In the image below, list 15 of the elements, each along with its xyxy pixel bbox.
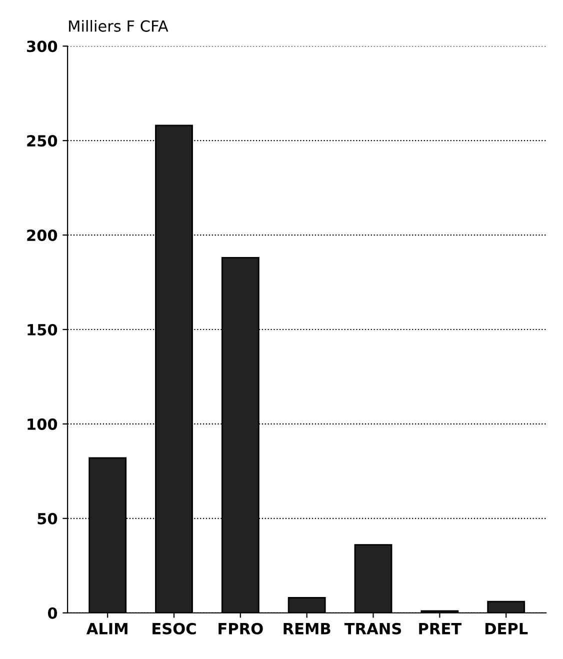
x-tick-label: ESOC (152, 622, 196, 634)
x-tick-label: REMB (284, 623, 330, 634)
x-tick-label: FPRO (218, 622, 263, 634)
x-tick-label: ALIM (86, 623, 128, 634)
y-axis-title: Milliers F CFA (69, 20, 168, 32)
y-tick-label: 300 (26, 40, 58, 52)
y-tick-label: 0 (48, 607, 58, 619)
y-tick-label: 200 (27, 230, 58, 242)
y-tick-label: 50 (38, 512, 58, 524)
y-tick-label: 150 (28, 324, 58, 336)
y-tick-label: 100 (28, 418, 58, 430)
x-tick-label: DEPL (485, 623, 528, 634)
y-tick-label: 250 (27, 135, 58, 147)
x-tick-label: TRANS (344, 622, 402, 634)
x-tick-label: PRET (419, 623, 462, 634)
